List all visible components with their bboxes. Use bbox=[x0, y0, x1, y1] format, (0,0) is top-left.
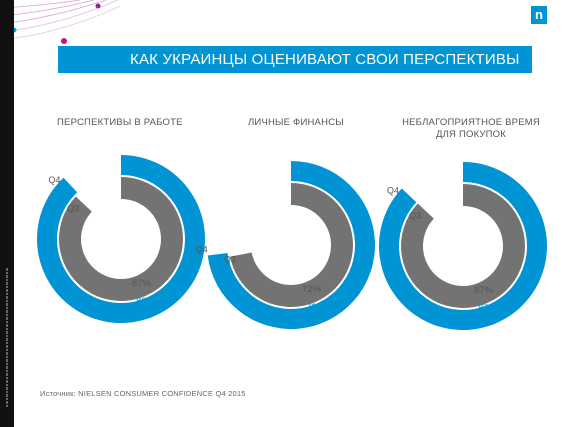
fine-print-vertical bbox=[6, 268, 8, 408]
deco-dot bbox=[95, 3, 101, 9]
slide-title: КАК УКРАИНЦЫ ОЦЕНИВАЮТ СВОИ ПЕРСПЕКТИВЫ bbox=[130, 51, 520, 68]
deco-dot bbox=[61, 38, 67, 44]
value-label-q4: 88% bbox=[136, 296, 156, 307]
series-label-q3: Q3 bbox=[67, 203, 79, 213]
value-label-q4: 87% bbox=[478, 303, 498, 314]
value-label-q3: 72% bbox=[302, 284, 322, 295]
source-note: Источник: NIELSEN CONSUMER CONFIDENCE Q4… bbox=[40, 389, 246, 398]
donut-ring-q3 bbox=[58, 177, 183, 302]
value-label-q3: 87% bbox=[132, 278, 152, 289]
series-label-q4: Q4 bbox=[196, 244, 208, 254]
donut-ring-q3 bbox=[230, 183, 353, 307]
series-label-q3: Q3 bbox=[224, 255, 236, 265]
value-label-q4: 73% bbox=[306, 302, 326, 313]
left-strip bbox=[0, 0, 14, 427]
series-label-q4: Q4 bbox=[48, 175, 60, 185]
donut-ring-q3 bbox=[401, 184, 525, 308]
nielsen-logo: n bbox=[531, 6, 547, 24]
series-label-q3: Q3 bbox=[409, 210, 421, 220]
series-label-q4: Q4 bbox=[387, 185, 399, 195]
donut-work: Q4 Q3 87% 88% bbox=[36, 155, 206, 323]
chart-title-finances: ЛИЧНЫЕ ФИНАНСЫ bbox=[248, 117, 344, 128]
value-label-q3: 87% bbox=[474, 285, 494, 296]
chart-title-purchases: НЕБЛАГОПРИЯТНОЕ ВРЕМЯ ДЛЯ ПОКУПОК bbox=[402, 117, 540, 140]
title-bar: КАК УКРАИНЦЫ ОЦЕНИВАЮТ СВОИ ПЕРСПЕКТИВЫ bbox=[58, 46, 532, 73]
donut-finances: Q4 Q3 72% 73% bbox=[196, 161, 375, 330]
chart-title-work: ПЕРСПЕКТИВЫ В РАБОТЕ bbox=[57, 117, 183, 128]
donut-purchases: Q4 Q3 87% 87% bbox=[379, 162, 547, 330]
